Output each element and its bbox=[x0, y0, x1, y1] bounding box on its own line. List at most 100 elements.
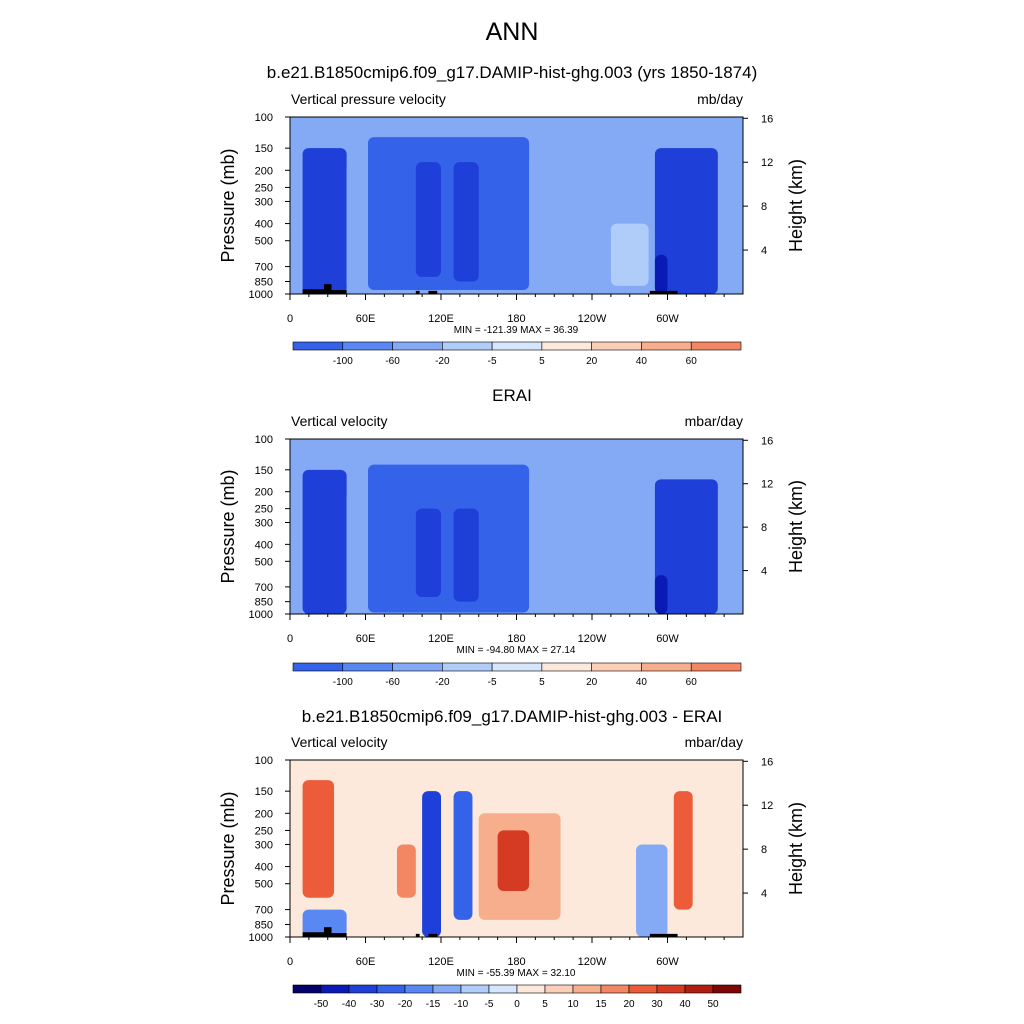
land-mask bbox=[302, 289, 328, 294]
land-mask bbox=[302, 932, 328, 937]
chart-panel-3: b.e21.B1850cmip6.f09_g17.DAMIP-hist-ghg.… bbox=[218, 707, 806, 1010]
y-axis-label: Pressure (mb) bbox=[218, 791, 238, 905]
field-region bbox=[453, 162, 479, 282]
y-tick-label: 400 bbox=[255, 862, 273, 874]
field-region bbox=[346, 162, 363, 291]
variable-label: Vertical velocity bbox=[291, 413, 387, 429]
y-tick-label: 850 bbox=[255, 277, 273, 289]
min-max-stats: MIN = -94.80 MAX = 27.14 bbox=[457, 645, 576, 656]
panel-title: b.e21.B1850cmip6.f09_g17.DAMIP-hist-ghg.… bbox=[302, 707, 723, 726]
field-region bbox=[302, 469, 347, 614]
y-tick-label: 200 bbox=[255, 165, 273, 177]
field-region bbox=[654, 148, 718, 294]
field-region bbox=[453, 791, 473, 920]
colorbar-box bbox=[544, 984, 574, 994]
colorbar-box bbox=[656, 984, 686, 994]
y-axis-label: Pressure (mb) bbox=[218, 148, 238, 262]
y-tick-label: 300 bbox=[255, 196, 273, 208]
y-tick-label: 1000 bbox=[249, 609, 273, 621]
land-mask bbox=[649, 933, 678, 937]
land-mask bbox=[428, 933, 438, 937]
x-tick-label: 60E bbox=[356, 313, 376, 325]
y2-tick-label: 12 bbox=[761, 157, 773, 169]
land-mask bbox=[415, 933, 420, 937]
colorbar-box bbox=[348, 984, 378, 994]
y2-axis-label: Height (km) bbox=[786, 480, 806, 573]
x-tick-label: 60W bbox=[656, 313, 679, 325]
y-tick-label: 700 bbox=[255, 262, 273, 274]
field-region bbox=[368, 464, 530, 613]
y-tick-label: 250 bbox=[255, 182, 273, 194]
colorbar-box bbox=[572, 984, 602, 994]
colorbar-label: -100 bbox=[333, 356, 353, 367]
y2-tick-label: 12 bbox=[761, 800, 773, 812]
land-mask bbox=[327, 933, 347, 937]
colorbar-box bbox=[516, 984, 546, 994]
y-tick-label: 500 bbox=[255, 556, 273, 568]
y2-tick-label: 4 bbox=[761, 888, 767, 900]
x-tick-label: 120E bbox=[428, 956, 454, 968]
chart-panel-1: b.e21.B1850cmip6.f09_g17.DAMIP-hist-ghg.… bbox=[218, 63, 806, 367]
colorbar-box bbox=[392, 662, 443, 672]
colorbar-box bbox=[460, 984, 490, 994]
land-mask bbox=[428, 290, 438, 294]
page-title: ANN bbox=[485, 18, 539, 46]
colorbar-box bbox=[591, 662, 642, 672]
colorbar-label: -60 bbox=[385, 356, 400, 367]
x-tick-label: 0 bbox=[287, 956, 293, 968]
y-tick-label: 400 bbox=[255, 539, 273, 551]
y2-tick-label: 4 bbox=[761, 245, 767, 257]
y2-tick-label: 8 bbox=[761, 201, 767, 213]
y-tick-label: 250 bbox=[255, 825, 273, 837]
colorbar-box bbox=[690, 341, 742, 351]
x-tick-label: 180 bbox=[507, 313, 525, 325]
field-region bbox=[453, 508, 479, 602]
colorbar-label: 50 bbox=[707, 999, 719, 1010]
y-tick-label: 200 bbox=[255, 808, 273, 820]
y-tick-label: 300 bbox=[255, 839, 273, 851]
colorbar-box bbox=[628, 984, 658, 994]
colorbar-box bbox=[392, 341, 443, 351]
y-tick-label: 1000 bbox=[249, 932, 273, 944]
land-mask bbox=[649, 290, 678, 294]
colorbar-label: 5 bbox=[542, 999, 548, 1010]
colorbar-label: 60 bbox=[686, 356, 698, 367]
colorbar-box bbox=[442, 341, 493, 351]
colorbar-box bbox=[320, 984, 350, 994]
field-region bbox=[302, 148, 347, 294]
x-tick-label: 60W bbox=[656, 633, 679, 645]
y-tick-label: 850 bbox=[255, 597, 273, 609]
colorbar-box bbox=[641, 662, 692, 672]
x-tick-label: 60W bbox=[656, 956, 679, 968]
colorbar-label: 15 bbox=[595, 999, 607, 1010]
y-tick-label: 700 bbox=[255, 905, 273, 917]
y2-tick-label: 16 bbox=[761, 756, 773, 768]
y-tick-label: 500 bbox=[255, 236, 273, 248]
land-mask bbox=[327, 290, 347, 294]
colorbar-box bbox=[292, 662, 344, 672]
x-tick-label: 180 bbox=[507, 956, 525, 968]
units-label: mbar/day bbox=[685, 734, 743, 750]
panel-title: b.e21.B1850cmip6.f09_g17.DAMIP-hist-ghg.… bbox=[267, 63, 757, 82]
y2-tick-label: 16 bbox=[761, 435, 773, 447]
x-tick-label: 180 bbox=[507, 633, 525, 645]
y2-axis-label: Height (km) bbox=[786, 802, 806, 895]
field-region bbox=[497, 830, 530, 892]
x-tick-label: 120E bbox=[428, 313, 454, 325]
y-tick-label: 400 bbox=[255, 219, 273, 231]
field-region bbox=[636, 844, 668, 937]
colorbar-box bbox=[432, 984, 462, 994]
land-mask bbox=[415, 290, 420, 294]
field-region bbox=[529, 479, 655, 614]
y2-tick-label: 8 bbox=[761, 844, 767, 856]
colorbar-label: -5 bbox=[488, 677, 497, 688]
field-region bbox=[415, 162, 441, 277]
colorbar-label: -20 bbox=[398, 999, 413, 1010]
units-label: mb/day bbox=[697, 91, 743, 107]
panel-title: ERAI bbox=[492, 386, 532, 405]
colorbar-box bbox=[342, 341, 393, 351]
colorbar-box bbox=[404, 984, 434, 994]
colorbar-box bbox=[292, 984, 322, 994]
field-region bbox=[302, 780, 335, 898]
